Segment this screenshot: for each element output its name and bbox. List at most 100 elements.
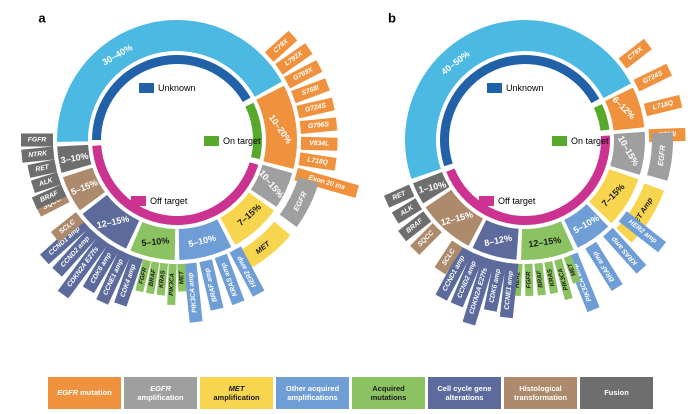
- wedge-b-acquired_mutations: [521, 221, 574, 260]
- ribbon-label: BRAF: [148, 269, 158, 287]
- ribbon-label: L718Q: [652, 100, 675, 112]
- ribbon-b-her2-amp: [618, 211, 667, 253]
- label-off: Off target: [150, 196, 188, 206]
- ribbon-b-ccne1-amp: [499, 262, 519, 319]
- legend-item-acquired_mutations: Acquired mutations: [352, 377, 425, 409]
- ribbon-a-pik3ca-amp: [183, 262, 203, 323]
- label-unknown: Unknown: [158, 83, 196, 93]
- ribbon-a-ret: [27, 159, 58, 178]
- legend-item-cell_cycle: Cell cycle gene alterations: [428, 377, 501, 409]
- ribbon-label: G724S: [305, 102, 328, 114]
- swatch-unknown: [139, 83, 154, 93]
- ribbon-a-pik3ca: [167, 263, 177, 305]
- ribbon-b-braf: [398, 211, 432, 242]
- ribbon-a-braf-amp: [199, 259, 224, 311]
- swatch-unknown: [487, 83, 502, 93]
- ribbon-b-alk: [391, 198, 423, 224]
- ribbon-label: FGFR: [525, 271, 532, 289]
- ribbon-a-her2-amp: [229, 246, 265, 297]
- panel-letter: b: [388, 11, 396, 26]
- wedge-a-histological_transformation: [62, 167, 105, 211]
- band-a-met_amplification: [234, 221, 291, 272]
- label-unknown: Unknown: [506, 83, 544, 93]
- ribbon-b-c79x: [618, 38, 652, 69]
- ribbon-a-alk: [30, 172, 62, 193]
- swatch-on: [204, 136, 219, 146]
- ribbon-a-g796s: [299, 117, 338, 134]
- inner-ring-a-on: [245, 102, 262, 160]
- percent-label: 3–10%: [60, 151, 89, 166]
- ribbon-a-s768i: [291, 78, 330, 104]
- ribbon-b-fgfr: [524, 263, 534, 297]
- wedge-a-egfr_amplification: [250, 164, 293, 207]
- ribbon-label: L718Q: [307, 157, 329, 167]
- ribbon-label: NTRK: [28, 150, 49, 159]
- ribbon-b-cdk6-amp: [483, 260, 507, 312]
- ribbon-b-cdkn2a-e27fs: [462, 256, 495, 326]
- wedge-a-acquired_mutations: [130, 221, 176, 260]
- wedge-b-cell_cycle: [472, 220, 519, 260]
- wedge-b-egfr_amplification: [610, 131, 645, 175]
- ribbon-a-braf: [31, 184, 67, 210]
- wedge-a-other_acquired_amplifications: [178, 219, 232, 260]
- ribbon-a-ccne1-amp: [96, 249, 131, 305]
- ribbon-a-kras: [156, 262, 168, 296]
- ribbon-label: BRAF: [536, 270, 545, 288]
- wedge-b-egfr_mutation: [605, 87, 645, 131]
- ribbon-label: KRAS: [158, 269, 167, 288]
- ribbon-label: KRAS: [546, 267, 556, 286]
- ribbon-a-kras-amp: [214, 253, 245, 306]
- inner-ring-a-unknown: [92, 55, 251, 140]
- ribbon-a-ntrk: [21, 146, 55, 163]
- ribbon-label: ALK: [37, 177, 54, 189]
- ribbon-a-c79x: [264, 30, 298, 62]
- ribbon-a-cdk4-amp: [114, 255, 143, 307]
- band-label: EGFR: [656, 144, 667, 166]
- ribbon-a-cdkn2a-e27fs: [57, 235, 109, 299]
- label-off: Off target: [498, 196, 536, 206]
- ribbon-a-braf: [146, 261, 160, 295]
- category-legend: EGFR mutation EGFR amplification MET amplifi…: [48, 377, 656, 409]
- label-on: On target: [571, 136, 609, 146]
- ribbon-label: HER2: [514, 271, 522, 288]
- ribbon-b-kras: [544, 261, 559, 294]
- legend-item-other_acquired_amplifications: Other acquired amplifications: [276, 377, 349, 409]
- ribbon-a-l718q: [298, 152, 337, 171]
- ribbon-b-sqcc: [410, 223, 442, 255]
- ribbon-a-met: [177, 263, 187, 292]
- ribbon-b-kras-amp: [603, 227, 647, 274]
- wedge-a-fusion: [57, 144, 92, 173]
- ribbon-b-ret: [384, 184, 415, 208]
- ribbon-b-ccnd2-amp: [450, 252, 484, 308]
- legend-item-met_amplification: MET amplification: [200, 377, 273, 409]
- wedge-b-histological_transformation: [425, 189, 484, 246]
- ribbon-b-l718q: [643, 94, 683, 117]
- ribbon-label: KRAS amp: [610, 235, 639, 266]
- ribbon-a-exon-20-ins: [294, 167, 359, 198]
- swatch-off: [131, 196, 146, 206]
- ribbon-label: FGFR: [28, 137, 47, 144]
- ribbon-b-sclc: [434, 240, 463, 275]
- wedge-b-met_amplification: [589, 169, 639, 224]
- legend-item-histological_transformation: Histological transformation: [504, 377, 577, 409]
- legend-item-egfr_amplification: EGFR amplification: [124, 377, 197, 409]
- ribbon-b-ccnd1-amp: [435, 246, 473, 301]
- ribbon-b-braf: [534, 262, 546, 296]
- donut-charts-canvas: a30–40%10–20%C79XL792XG769XS768IG724SG79…: [21, 11, 686, 326]
- ribbon-a-fgfr: [135, 259, 151, 293]
- ribbon-label: FGFR: [138, 266, 149, 285]
- legend-item-egfr_mutation: EGFR mutation: [48, 377, 121, 409]
- ribbon-label: G796S: [308, 121, 330, 130]
- label-on: On target: [223, 136, 261, 146]
- inner-ring-b-off: [446, 135, 610, 225]
- swatch-off: [479, 196, 494, 206]
- ribbon-b-g724s: [633, 63, 673, 92]
- ribbon-a-fgfr: [21, 133, 53, 147]
- wedge-a-egfr_mutation: [256, 85, 297, 169]
- ribbon-label: PIK3CA: [168, 272, 176, 295]
- ribbon-label: MET: [178, 270, 185, 285]
- ribbon-b-braf-amp: [585, 241, 623, 291]
- ribbon-a-g769x: [284, 60, 323, 89]
- ribbon-label: MET: [566, 261, 577, 277]
